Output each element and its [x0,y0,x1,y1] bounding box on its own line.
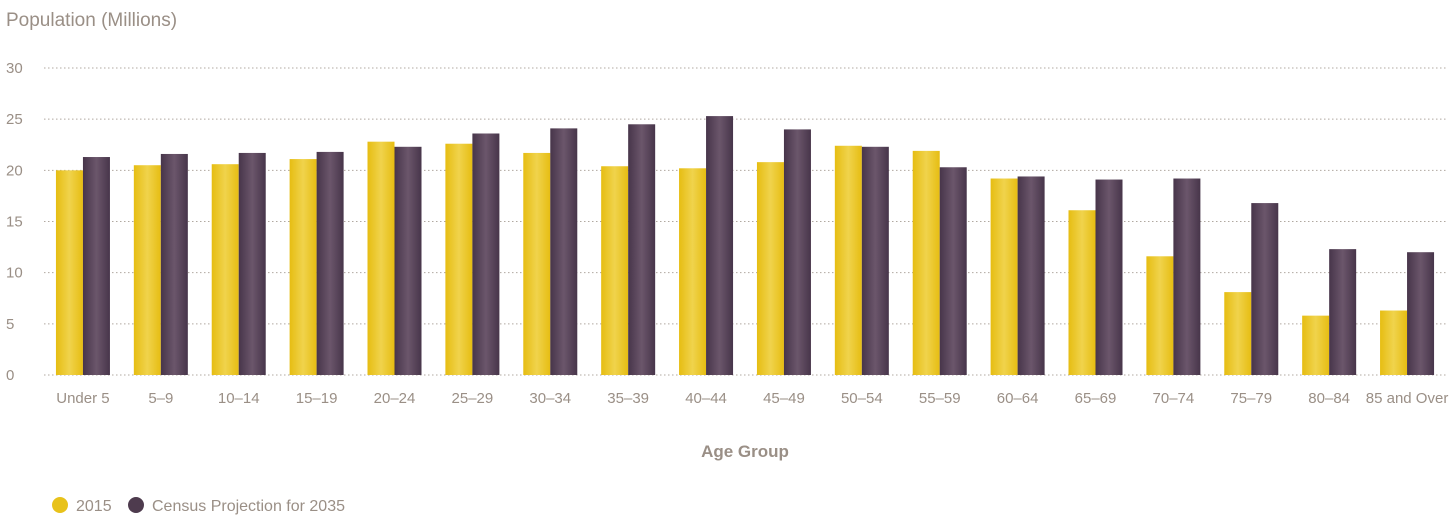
legend-label: 2015 [76,498,112,515]
x-tick-label: 35–39 [607,390,649,407]
bar-series-2035 [706,116,734,375]
x-axis-ticks: Under 5 5–9 10–14 15–19 20–24 25–29 30–34 35–39… [56,390,1448,407]
bar-series-2035 [1251,203,1279,375]
x-tick-label: 65–69 [1075,390,1117,407]
bar-series-2015 [55,170,83,375]
y-tick-label: 20 [6,162,23,179]
bar-series-2035 [82,157,110,375]
bar-series-2035 [1017,176,1045,375]
bars [55,116,1435,376]
bar-series-2015 [289,159,317,375]
bar-series-2035 [783,129,811,375]
bar-series-2015 [1302,315,1330,375]
y-axis-ticks: 0 5 10 15 20 25 30 [6,60,23,384]
bar-series-2015 [990,178,1018,375]
bar-series-2035 [628,124,656,376]
y-tick-label: 5 [6,316,14,333]
bar-series-2035 [394,146,422,375]
bar-series-2035 [1173,178,1201,375]
bar-series-2035 [939,167,967,375]
bar-series-2015 [834,145,862,375]
y-tick-label: 0 [6,367,14,384]
bar-series-2015 [523,152,551,375]
bar-series-2015 [912,150,940,375]
x-tick-label: 50–54 [841,390,883,407]
bar-series-2035 [160,153,188,375]
x-tick-label: 80–84 [1308,390,1350,407]
legend-label: Census Projection for 2035 [152,498,345,515]
x-tick-label: 60–64 [997,390,1039,407]
bar-series-2015 [1068,210,1096,375]
bar-series-2015 [1380,310,1408,375]
bar-series-2015 [679,168,707,375]
bar-series-2015 [1146,256,1174,375]
bar-series-2035 [550,128,578,375]
bar-series-2015 [133,165,161,375]
x-axis-title: Age Group [701,442,789,461]
bar-series-2035 [1095,179,1123,375]
x-tick-label: 75–79 [1230,390,1272,407]
bar-series-2015 [601,166,629,375]
y-tick-label: 25 [6,111,23,128]
x-tick-label: 5–9 [148,390,173,407]
legend: 2015 Census Projection for 2035 [52,497,345,515]
grid-lines [44,67,1446,376]
x-tick-label: 15–19 [296,390,338,407]
x-tick-label: 45–49 [763,390,805,407]
x-tick-label: Under 5 [56,390,109,407]
legend-swatch [52,497,68,513]
x-tick-label: 70–74 [1153,390,1195,407]
legend-swatch [128,497,144,513]
x-tick-label: 55–59 [919,390,961,407]
bar-series-2035 [472,133,500,375]
x-tick-label: 25–29 [452,390,494,407]
y-axis-title: Population (Millions) [6,10,177,31]
bar-series-2015 [1224,292,1252,375]
bar-series-2035 [1407,252,1435,375]
y-tick-label: 30 [6,60,23,77]
bar-series-2035 [1329,249,1357,375]
bar-series-2035 [238,152,266,375]
y-tick-label: 15 [6,214,23,231]
bar-series-2035 [861,146,889,375]
y-tick-label: 10 [6,265,23,282]
bar-series-2015 [367,141,395,375]
x-tick-label: 30–34 [529,390,571,407]
bar-series-2015 [756,162,784,375]
bar-series-2035 [316,151,344,375]
bar-series-2015 [445,143,473,375]
x-tick-label: 85 and Over [1366,390,1449,407]
x-tick-label: 40–44 [685,390,727,407]
x-tick-label: 10–14 [218,390,260,407]
bar-series-2015 [211,164,239,375]
x-tick-label: 20–24 [374,390,416,407]
